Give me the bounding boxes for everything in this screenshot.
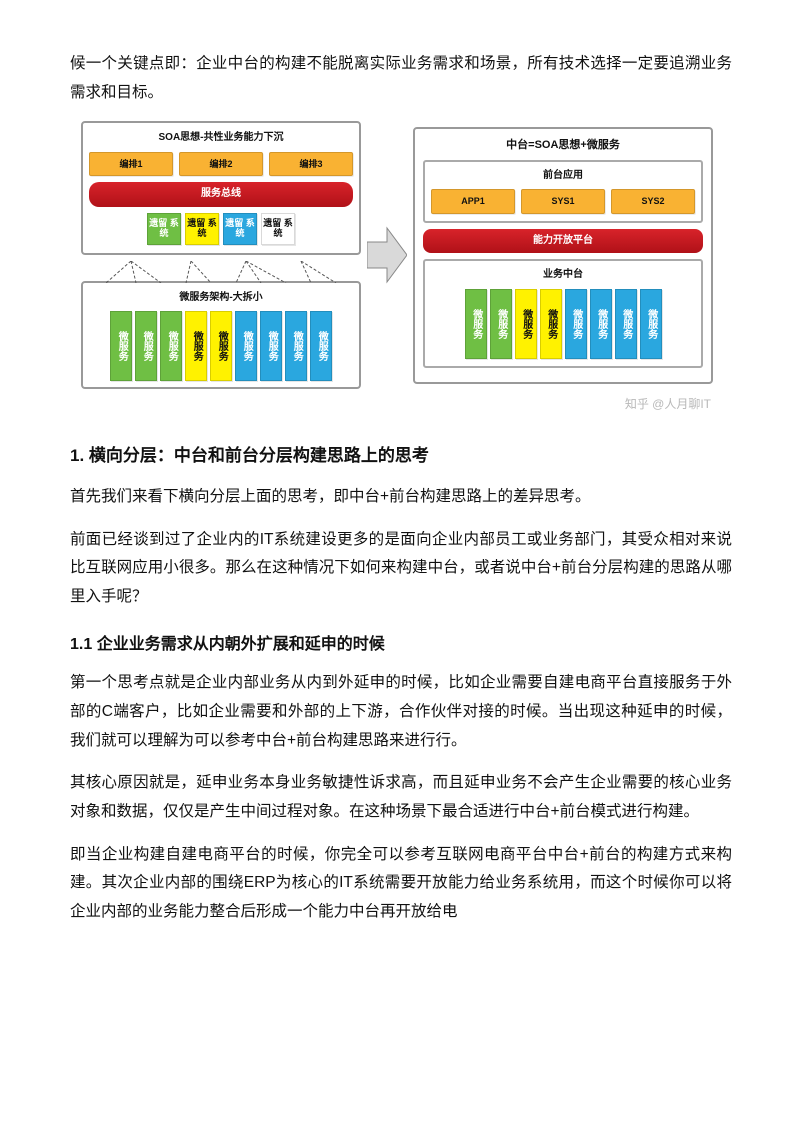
app-chip: SYS2 (611, 189, 695, 214)
microservice-box: 微服务 (210, 311, 232, 381)
legacy-systems-row: 遗留 系统 遗留 系统 遗留 系统 遗留 系统 (89, 213, 353, 245)
right-title: 中台=SOA思想+微服务 (423, 135, 703, 155)
body-paragraph: 首先我们来看下横向分层上面的思考，即中台+前台构建思路上的差异思考。 (70, 483, 732, 512)
legacy-system: 遗留 系统 (261, 213, 295, 245)
microservice-box: 微服务 (235, 311, 257, 381)
microservice-box: 微服务 (565, 289, 587, 359)
capability-platform-bar: 能力开放平台 (423, 229, 703, 254)
microservice-row: 微服务 微服务 微服务 微服务 微服务 微服务 微服务 微服务 微服务 (89, 311, 353, 381)
microservice-box: 微服务 (110, 311, 132, 381)
orchestration-row: 编排1 编排2 编排3 (89, 152, 353, 177)
frontend-apps-panel: 前台应用 APP1 SYS1 SYS2 (423, 160, 703, 223)
microservice-box: 微服务 (640, 289, 662, 359)
microservice-box: 微服务 (490, 289, 512, 359)
section-1-1-heading: 1.1 企业业务需求从内朝外扩展和延申的时候 (70, 630, 732, 660)
app-chip: SYS1 (521, 189, 605, 214)
intro-paragraph: 候一个关键点即：企业中台的构建不能脱离实际业务需求和场景，所有技术选择一定要追溯… (70, 50, 732, 107)
microservice-box: 微服务 (465, 289, 487, 359)
body-paragraph: 即当企业构建自建电商平台的时候，你完全可以参考互联网电商平台中台+前台的构建方式… (70, 841, 732, 927)
microservice-box: 微服务 (615, 289, 637, 359)
microservice-box: 微服务 (160, 311, 182, 381)
soa-title: SOA思想-共性业务能力下沉 (89, 129, 353, 148)
soa-panel: SOA思想-共性业务能力下沉 编排1 编排2 编排3 服务总线 遗留 系统 遗留… (81, 121, 361, 255)
biz-middle-panel: 业务中台 微服务 微服务 微服务 微服务 微服务 微服务 微服务 微服务 (423, 259, 703, 368)
dashed-connectors (81, 261, 361, 283)
microservice-box: 微服务 (185, 311, 207, 381)
legacy-system: 遗留 系统 (223, 213, 257, 245)
app-chip: APP1 (431, 189, 515, 214)
body-paragraph: 前面已经谈到过了企业内的IT系统建设更多的是面向企业内部员工或业务部门，其受众相… (70, 526, 732, 612)
microservice-box: 微服务 (285, 311, 307, 381)
biz-middle-title: 业务中台 (431, 266, 695, 285)
microservice-box: 微服务 (540, 289, 562, 359)
legacy-system: 遗留 系统 (185, 213, 219, 245)
microservice-box: 微服务 (590, 289, 612, 359)
body-paragraph: 第一个思考点就是企业内部业务从内到外延申的时候，比如企业需要自建电商平台直接服务… (70, 669, 732, 755)
body-paragraph: 其核心原因就是，延申业务本身业务敏捷性诉求高，而且延申业务不会产生企业需要的核心… (70, 769, 732, 826)
architecture-diagram: SOA思想-共性业务能力下沉 编排1 编排2 编排3 服务总线 遗留 系统 遗留… (81, 121, 721, 415)
section-1-heading: 1. 横向分层：中台和前台分层构建思路上的思考 (70, 440, 732, 471)
microservice-box: 微服务 (260, 311, 282, 381)
service-bus: 服务总线 (89, 182, 353, 207)
frontend-apps-title: 前台应用 (431, 167, 695, 186)
middle-platform-panel: 中台=SOA思想+微服务 前台应用 APP1 SYS1 SYS2 能力开放平台 … (413, 127, 713, 383)
orch-chip: 编排2 (179, 152, 263, 177)
microservice-title: 微服务架构-大拆小 (89, 289, 353, 308)
microservice-box: 微服务 (310, 311, 332, 381)
microservice-panel: 微服务架构-大拆小 微服务 微服务 微服务 微服务 微服务 微服务 微服务 微服… (81, 281, 361, 390)
microservice-box: 微服务 (515, 289, 537, 359)
microservice-box: 微服务 (135, 311, 157, 381)
orch-chip: 编排1 (89, 152, 173, 177)
watermark: 知乎 @人月聊IT (81, 393, 711, 415)
legacy-system: 遗留 系统 (147, 213, 181, 245)
orch-chip: 编排3 (269, 152, 353, 177)
transform-arrow-icon (367, 220, 407, 290)
